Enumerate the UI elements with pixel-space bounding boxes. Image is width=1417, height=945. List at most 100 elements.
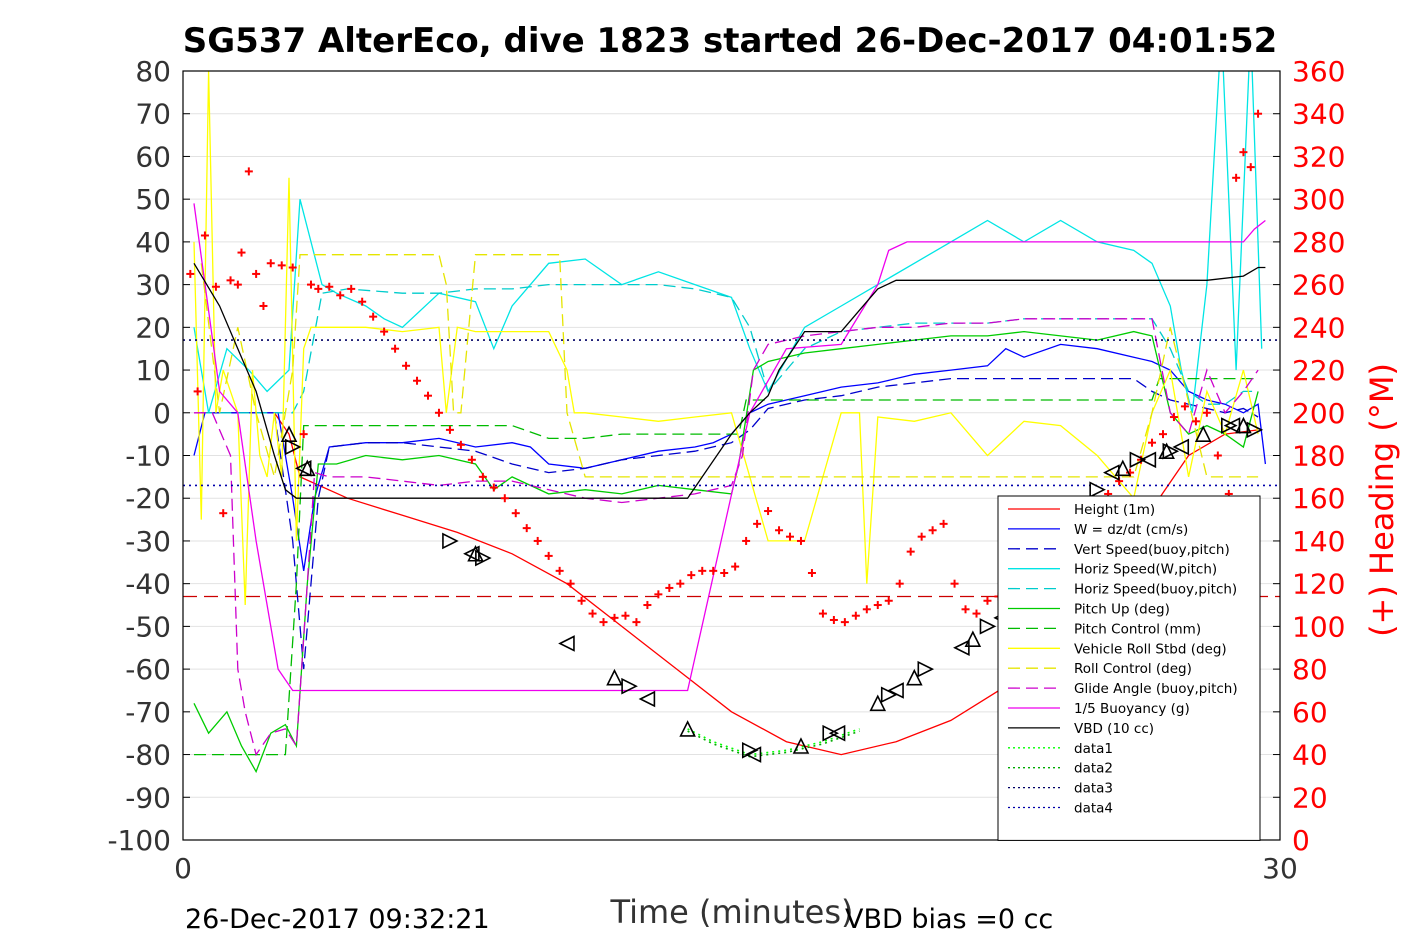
triangle-marker — [475, 549, 492, 567]
heading-marker — [1246, 163, 1255, 172]
triangle-marker — [964, 630, 982, 648]
heading-marker — [186, 269, 195, 278]
heading-marker — [742, 536, 751, 545]
right-tick-label: 40 — [1292, 739, 1328, 772]
heading-marker — [906, 547, 915, 556]
heading-marker — [489, 483, 498, 492]
heading-marker — [555, 566, 564, 575]
heading-marker — [851, 611, 860, 620]
heading-marker — [288, 263, 297, 272]
heading-marker — [1239, 148, 1248, 157]
triangle-marker — [1129, 451, 1147, 469]
legend-label-w: W = dz/dt (cm/s) — [1074, 522, 1188, 538]
triangle-marker — [792, 737, 810, 754]
triangle-marker — [679, 720, 696, 737]
heading-marker — [764, 507, 773, 516]
heading-marker — [211, 282, 220, 291]
heading-marker — [266, 259, 275, 268]
heading-marker — [676, 579, 685, 588]
heading-marker — [522, 524, 531, 533]
series-glide_angle-line — [194, 318, 1259, 757]
right-tick-label: 80 — [1292, 653, 1328, 686]
heading-marker — [840, 618, 849, 627]
right-tick-label: 320 — [1292, 140, 1345, 173]
right-tick-label: 200 — [1292, 397, 1345, 430]
footer-timestamp: 26-Dec-2017 09:32:21 — [185, 904, 490, 935]
heading-marker — [950, 579, 959, 588]
legend-label-data1: data1 — [1074, 741, 1113, 757]
triangle-marker — [880, 686, 898, 704]
heading-marker — [336, 291, 345, 300]
heading-marker — [511, 509, 520, 518]
series-roll-line — [193, 71, 1259, 606]
series-data1-line — [687, 728, 860, 756]
left-tick-label: 30 — [135, 269, 171, 302]
heading-marker — [566, 579, 575, 588]
heading-marker — [1254, 109, 1263, 118]
x-axis: 0 30 — [174, 833, 1298, 885]
heading-marker — [314, 284, 323, 293]
right-tick-label: 180 — [1292, 440, 1345, 473]
legend-label-vbd: VBD (10 cc) — [1074, 721, 1154, 737]
left-tick-label: 80 — [135, 55, 171, 88]
heading-marker — [1213, 451, 1222, 460]
heading-marker — [244, 167, 253, 176]
heading-marker — [402, 361, 411, 370]
legend-label-buoyancy: 1/5 Buoyancy (g) — [1074, 701, 1190, 717]
series-layer — [183, 71, 1280, 774]
heading-marker — [972, 609, 981, 618]
heading-marker — [434, 408, 443, 417]
heading-marker — [895, 579, 904, 588]
legend-label-data4: data4 — [1074, 801, 1113, 817]
heading-marker — [391, 344, 400, 353]
legend-label-pitch_up: Pitch Up (deg) — [1074, 602, 1170, 618]
right-y-axis: 3603403203002802602402202001801601401201… — [1273, 55, 1345, 857]
left-tick-label: -70 — [125, 696, 171, 729]
right-tick-label: 140 — [1292, 525, 1345, 558]
right-tick-label: 60 — [1292, 696, 1328, 729]
triangle-marker — [606, 668, 623, 686]
left-tick-label: -20 — [125, 482, 171, 515]
triangle-marker — [1246, 421, 1264, 439]
heading-marker — [369, 312, 378, 321]
heading-marker — [277, 261, 286, 270]
triangle-marker — [284, 438, 302, 456]
heading-marker — [665, 583, 674, 592]
heading-marker — [200, 231, 209, 240]
heading-marker — [862, 605, 871, 614]
heading-marker — [1180, 402, 1189, 411]
triangle-marker — [741, 741, 759, 759]
heading-marker — [939, 519, 948, 528]
series-pitch_control-line — [194, 377, 1259, 756]
left-tick-label: 20 — [135, 311, 171, 344]
triangle-marker — [979, 618, 997, 635]
heading-marker — [1202, 408, 1211, 417]
triangle-marker — [1089, 481, 1106, 498]
right-tick-label: 120 — [1292, 568, 1345, 601]
legend: Height (1m) W = dz/dt (cm/s) Vert Speed(bu… — [997, 495, 1261, 841]
heading-marker — [347, 284, 356, 293]
right-tick-label: 100 — [1292, 610, 1345, 643]
heading-marker — [577, 596, 586, 605]
legend-label-vert_speed_buoy: Vert Speed(buoy,pitch) — [1074, 542, 1230, 558]
heading-marker — [237, 248, 246, 257]
heading-marker — [786, 532, 795, 541]
heading-marker — [917, 532, 926, 541]
heading-marker — [325, 282, 334, 291]
x-tick-label: 0 — [174, 852, 192, 885]
right-tick-label: 300 — [1292, 183, 1345, 216]
left-tick-label: 60 — [135, 140, 171, 173]
heading-marker — [983, 596, 992, 605]
legend-box — [997, 495, 1261, 841]
triangle-marker — [822, 724, 840, 742]
x-tick-label: 30 — [1262, 852, 1298, 885]
right-tick-label: 340 — [1292, 98, 1345, 131]
heading-marker — [299, 430, 308, 439]
series-horiz_speed-line — [193, 71, 1263, 413]
left-tick-label: 0 — [153, 397, 171, 430]
left-tick-label: 10 — [135, 354, 171, 387]
right-tick-label: 220 — [1292, 354, 1345, 387]
left-tick-label: 70 — [135, 98, 171, 131]
right-tick-label: 360 — [1292, 55, 1345, 88]
